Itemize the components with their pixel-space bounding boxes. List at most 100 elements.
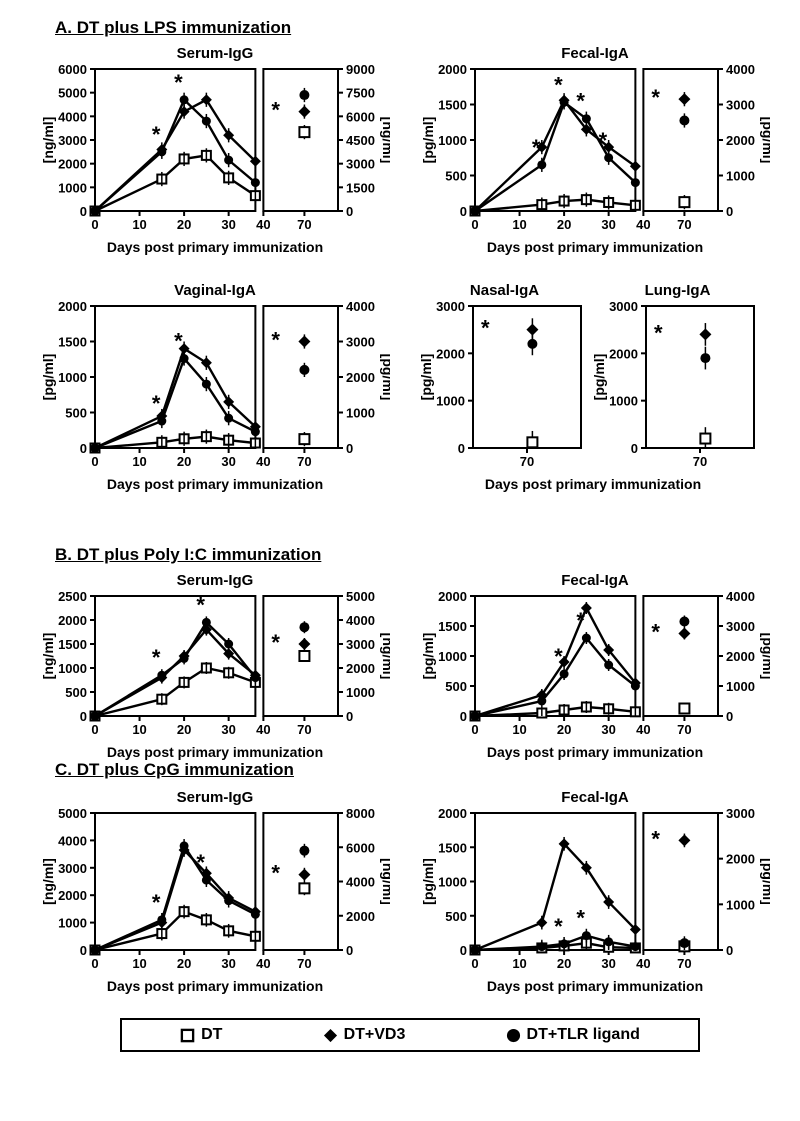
chart-svg: 0500100015002000[pg/ml]01000200030004000… [40, 300, 390, 470]
legend-item-tlr: DT+TLR ligand [506, 1026, 640, 1044]
svg-text:[ng/ml]: [ng/ml] [380, 633, 390, 680]
svg-text:*: * [196, 592, 205, 617]
svg-text:40: 40 [256, 454, 270, 469]
svg-text:0: 0 [91, 956, 98, 971]
svg-text:2000: 2000 [346, 370, 375, 385]
svg-text:3000: 3000 [609, 300, 638, 314]
svg-text:20: 20 [177, 722, 191, 737]
svg-text:4000: 4000 [726, 63, 755, 77]
svg-text:6000: 6000 [346, 840, 375, 855]
svg-text:1000: 1000 [346, 406, 375, 421]
svg-text:*: * [271, 98, 280, 123]
legend-item-vd3: DT+VD3 [323, 1026, 406, 1044]
panel-title: Fecal-IgA [420, 789, 770, 806]
svg-text:*: * [481, 316, 490, 341]
svg-text:0: 0 [460, 709, 467, 724]
svg-text:0: 0 [80, 441, 87, 456]
legend-label: DT+VD3 [344, 1026, 406, 1044]
svg-text:500: 500 [65, 685, 87, 700]
svg-text:1000: 1000 [609, 394, 638, 409]
svg-text:3000: 3000 [726, 807, 755, 821]
svg-text:2000: 2000 [346, 909, 375, 924]
chart-svg: 0500100015002000[pg/ml]01000200030004000… [420, 63, 770, 233]
svg-text:1000: 1000 [438, 649, 467, 664]
svg-text:30: 30 [221, 454, 235, 469]
svg-text:40: 40 [636, 217, 650, 232]
svg-text:2000: 2000 [58, 157, 87, 172]
svg-text:4000: 4000 [346, 613, 375, 628]
axis-x-label: Days post primary immunization [420, 744, 770, 760]
chart-svg: 0100020003000[pg/ml]70* [418, 300, 591, 470]
svg-text:[ng/ml]: [ng/ml] [380, 858, 390, 905]
svg-text:0: 0 [726, 204, 733, 219]
svg-text:[pg/ml]: [pg/ml] [380, 354, 390, 401]
svg-text:*: * [576, 89, 585, 114]
svg-text:1000: 1000 [438, 875, 467, 890]
svg-text:1000: 1000 [726, 679, 755, 694]
svg-text:5000: 5000 [58, 807, 87, 821]
svg-text:*: * [651, 620, 660, 645]
svg-text:8000: 8000 [346, 807, 375, 821]
svg-text:2000: 2000 [726, 649, 755, 664]
svg-text:[pg/ml]: [pg/ml] [760, 858, 770, 905]
svg-text:1000: 1000 [58, 180, 87, 195]
svg-text:1500: 1500 [346, 180, 375, 195]
svg-text:10: 10 [132, 956, 146, 971]
svg-text:2000: 2000 [726, 133, 755, 148]
svg-text:70: 70 [297, 454, 311, 469]
open-square-icon [180, 1028, 195, 1043]
svg-text:[pg/ml]: [pg/ml] [760, 633, 770, 680]
svg-text:[ng/ml]: [ng/ml] [380, 117, 390, 164]
svg-text:2000: 2000 [438, 63, 467, 77]
svg-text:3000: 3000 [346, 157, 375, 172]
axis-x-label: Days post primary immunization [40, 744, 390, 760]
svg-text:500: 500 [65, 406, 87, 421]
axis-x-label: Days post primary immunization [420, 978, 770, 994]
svg-text:30: 30 [601, 956, 615, 971]
svg-text:40: 40 [256, 722, 270, 737]
svg-text:3000: 3000 [58, 861, 87, 876]
svg-text:[ng/ml]: [ng/ml] [40, 117, 56, 164]
panel-A-nasal-lung: Nasal-IgA 0100020003000[pg/ml]70* Lung-I… [418, 282, 764, 492]
svg-text:10: 10 [512, 956, 526, 971]
svg-text:0: 0 [726, 943, 733, 958]
panel-title: Vaginal-IgA [40, 282, 390, 299]
svg-text:70: 70 [297, 956, 311, 971]
svg-text:*: * [174, 70, 183, 95]
svg-text:10: 10 [512, 722, 526, 737]
svg-text:0: 0 [471, 956, 478, 971]
svg-text:0: 0 [346, 943, 353, 958]
svg-text:2000: 2000 [346, 661, 375, 676]
svg-text:2000: 2000 [438, 590, 467, 604]
panel-title: Serum-IgG [40, 572, 390, 589]
chart-svg: 0100020003000[pg/ml]70* [591, 300, 764, 470]
svg-text:10: 10 [132, 217, 146, 232]
svg-text:3000: 3000 [726, 619, 755, 634]
svg-text:[pg/ml]: [pg/ml] [420, 117, 436, 164]
svg-text:500: 500 [445, 909, 467, 924]
svg-text:10: 10 [132, 454, 146, 469]
svg-text:1000: 1000 [58, 661, 87, 676]
svg-text:1500: 1500 [58, 637, 87, 652]
svg-text:*: * [271, 328, 280, 353]
panel-C-fecalIgA: Fecal-IgA 0500100015002000[pg/ml]0100020… [420, 789, 770, 994]
svg-text:4000: 4000 [726, 590, 755, 604]
section-c-title: C. DT plus CpG immunization [0, 760, 294, 780]
svg-text:1000: 1000 [58, 370, 87, 385]
svg-text:0: 0 [91, 454, 98, 469]
svg-text:2000: 2000 [58, 300, 87, 314]
panel-B-fecalIgA: Fecal-IgA 0500100015002000[pg/ml]0100020… [420, 572, 770, 760]
svg-text:10: 10 [512, 217, 526, 232]
panel-title: Nasal-IgA [418, 282, 591, 299]
svg-text:*: * [576, 906, 585, 931]
svg-text:0: 0 [631, 441, 638, 456]
panel-A-fecalIgA: Fecal-IgA 0500100015002000[pg/ml]0100020… [420, 45, 770, 255]
svg-text:2000: 2000 [609, 346, 638, 361]
svg-text:70: 70 [677, 956, 691, 971]
chart-svg: 0100020003000400050006000[ng/ml]01500300… [40, 63, 390, 233]
svg-text:2000: 2000 [438, 807, 467, 821]
panel-title: Fecal-IgA [420, 572, 770, 589]
svg-text:500: 500 [445, 169, 467, 184]
svg-text:[pg/ml]: [pg/ml] [760, 117, 770, 164]
axis-x-label: Days post primary immunization [40, 476, 390, 492]
